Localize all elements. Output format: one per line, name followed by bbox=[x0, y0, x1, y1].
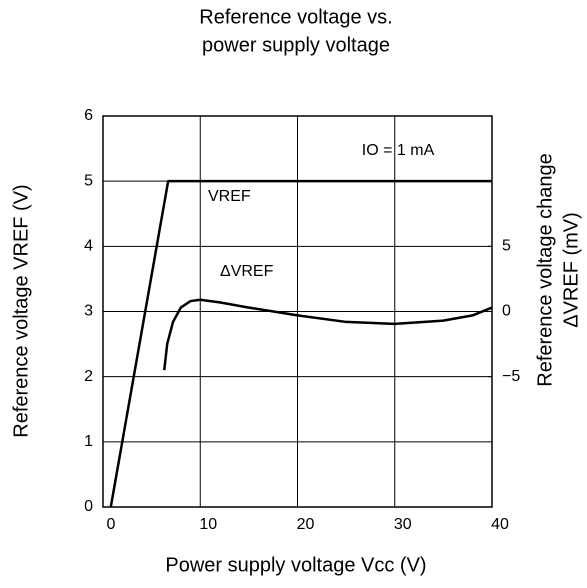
y-tick-label: 4 bbox=[84, 238, 93, 255]
x-tick-label: 30 bbox=[394, 516, 412, 533]
y2-tick-label: −5 bbox=[502, 368, 520, 385]
series-label: VREF bbox=[208, 188, 251, 205]
chart-title: Reference voltage vs. bbox=[199, 6, 392, 28]
x-tick-label: 10 bbox=[199, 516, 217, 533]
y-tick-label: 3 bbox=[84, 303, 93, 320]
series-line bbox=[163, 298, 493, 371]
x-tick-label: 40 bbox=[491, 516, 509, 533]
chart-title: power supply voltage bbox=[202, 34, 390, 56]
plot-frame bbox=[102, 115, 493, 508]
series-label: ΔVREF bbox=[220, 263, 274, 280]
x-tick-label: 0 bbox=[107, 516, 116, 533]
y2-axis-label: ΔVREF (mV) bbox=[560, 212, 582, 328]
y-tick-label: 6 bbox=[84, 107, 93, 124]
y2-axis-label: Reference voltage change bbox=[534, 153, 556, 387]
y-tick-label: 1 bbox=[84, 433, 93, 450]
y2-tick-label: 5 bbox=[502, 238, 511, 255]
y-axis-label: Reference voltage VREF (V) bbox=[10, 184, 32, 437]
y-tick-label: 2 bbox=[84, 368, 93, 385]
x-tick-label: 20 bbox=[297, 516, 315, 533]
annotation: IO = 1 mA bbox=[362, 142, 435, 159]
y2-tick-label: 0 bbox=[502, 303, 511, 320]
series-line bbox=[109, 179, 492, 508]
x-axis-label: Power supply voltage Vcc (V) bbox=[165, 554, 426, 576]
y-tick-label: 5 bbox=[84, 172, 93, 189]
y-tick-label: 0 bbox=[84, 498, 93, 515]
